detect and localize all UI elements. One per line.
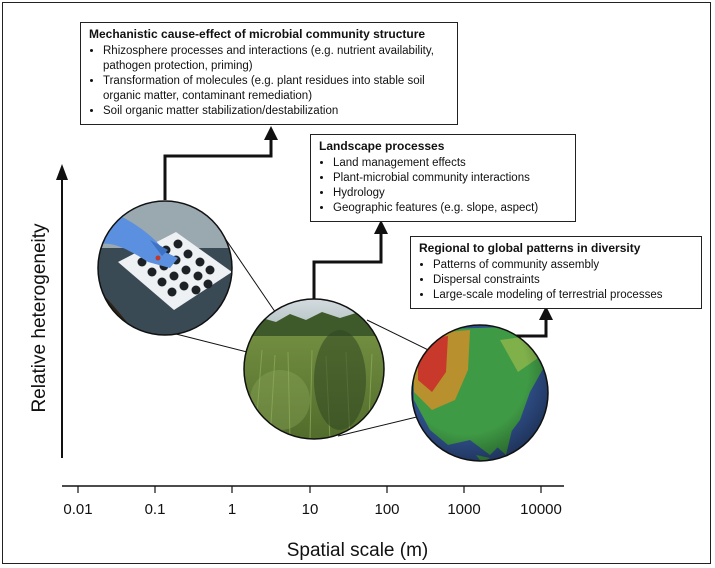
list-item: Transformation of molecules (e.g. plant … — [103, 74, 449, 104]
field-photo-border — [243, 298, 385, 440]
regional-box: Regional to global patterns in diversity… — [410, 236, 702, 309]
list-item: Patterns of community assembly — [433, 258, 693, 273]
x-tick-label: 10 — [301, 501, 319, 518]
list-item: Geographic features (e.g. slope, aspect) — [333, 201, 567, 216]
x-tick-label: 100 — [374, 501, 400, 518]
list-item: Soil organic matter stabilization/destab… — [103, 104, 449, 119]
regional-title: Regional to global patterns in diversity — [419, 241, 641, 255]
x-tick-label: 10000 — [520, 501, 562, 518]
field-photo — [244, 299, 384, 439]
soil-plate-photo-border — [97, 200, 233, 336]
x-axis-ticks — [77, 486, 542, 493]
y-axis-arrowhead — [56, 164, 68, 180]
landscape-box: Landscape processes Land management effe… — [310, 134, 576, 222]
x-axis-label: Spatial scale (m) — [286, 540, 429, 561]
list-item: Land management effects — [333, 156, 567, 171]
mechanistic-box: Mechanistic cause-effect of microbial co… — [80, 22, 458, 125]
terrain-map-border — [411, 324, 549, 462]
x-tick-label: 1 — [227, 501, 237, 518]
x-tick-label: 0.1 — [144, 501, 166, 518]
list-item: Large-scale modeling of terrestrial proc… — [433, 288, 693, 303]
arrowheads — [264, 126, 553, 320]
list-item: Hydrology — [333, 186, 567, 201]
mechanistic-list: Rhizosphere processes and interactions (… — [89, 44, 449, 119]
regional-list: Patterns of community assembly Dispersal… — [419, 258, 693, 303]
list-item: Dispersal constraints — [433, 273, 693, 288]
x-tick-label: 0.01 — [63, 501, 93, 518]
list-item: Plant-microbial community interactions — [333, 171, 567, 186]
x-tick-label: 1000 — [447, 501, 481, 518]
soil-plate-photo — [98, 201, 232, 335]
list-item: Rhizosphere processes and interactions (… — [103, 44, 449, 74]
landscape-title: Landscape processes — [319, 139, 445, 153]
terrain-map — [412, 325, 548, 461]
landscape-list: Land management effects Plant-microbial … — [319, 156, 567, 216]
y-axis-label: Relative heterogeneity — [29, 223, 50, 413]
mechanistic-title: Mechanistic cause-effect of microbial co… — [89, 27, 426, 41]
